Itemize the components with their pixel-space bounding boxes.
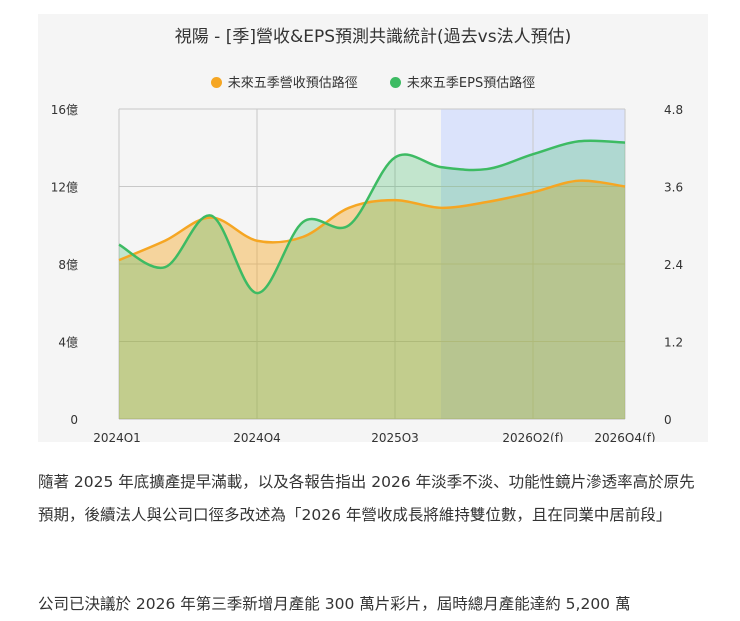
y-right-tick-label: 3.6 — [664, 181, 683, 195]
y-left-tick-label: 0 — [70, 413, 78, 427]
x-tick-label: 2024Q4 — [233, 431, 281, 442]
y-right-tick-label: 1.2 — [664, 336, 683, 350]
article-paragraph-2: 公司已決議於 2026 年第三季新增月產能 300 萬片彩片，屆時總月產能達約 … — [38, 595, 631, 613]
y-right-tick-label: 0 — [664, 413, 672, 427]
revenue-area — [119, 180, 625, 419]
eps-line — [118, 139, 626, 295]
chart-card: 0 0 4億 1.2 8億 2.4 12億 3.6 16億 4.8 2024Q1 2024Q4 2025… — [38, 14, 708, 442]
x-tick-label: 2024Q1 — [93, 431, 141, 442]
chart-legend: 未來五季營收預估路徑 未來五季EPS預估路徑 — [38, 72, 708, 91]
y-right-tick-label: 2.4 — [664, 258, 683, 272]
legend-item-revenue[interactable]: 未來五季營收預估路徑 — [210, 72, 358, 91]
y-left-tick-label: 16億 — [51, 103, 78, 117]
y-left-tick-label: 12億 — [51, 181, 78, 195]
article-paragraph-1: 隨著 2025 年底擴產提早滿載，以及各報告指出 2026 年淡季不淡、功能性鏡… — [38, 473, 695, 524]
y-left-tick-label: 4億 — [58, 336, 78, 350]
revenue-line — [118, 179, 626, 262]
chart-svg: 0 0 4億 1.2 8億 2.4 12億 3.6 16億 4.8 2024Q1 2024Q4 2025… — [51, 103, 683, 442]
eps-area — [119, 140, 625, 419]
legend-label-eps: 未來五季EPS預估路徑 — [406, 76, 536, 91]
y-right-tick-label: 4.8 — [664, 103, 683, 117]
chart-title: 視陽 - [季]營收&EPS預測共識統計(過去vs法人預估) — [174, 27, 572, 47]
x-tick-label: 2025Q3 — [371, 431, 419, 442]
legend-item-eps[interactable]: 未來五季EPS預估路徑 — [389, 72, 536, 91]
x-tick-label: 2026Q2(f) — [502, 431, 563, 442]
x-tick-label: 2026Q4(f) — [594, 431, 655, 442]
y-left-tick-label: 8億 — [58, 258, 78, 272]
legend-label-revenue: 未來五季營收預估路徑 — [227, 76, 358, 91]
legend-dot-icon — [389, 77, 401, 88]
legend-dot-icon — [210, 77, 222, 88]
